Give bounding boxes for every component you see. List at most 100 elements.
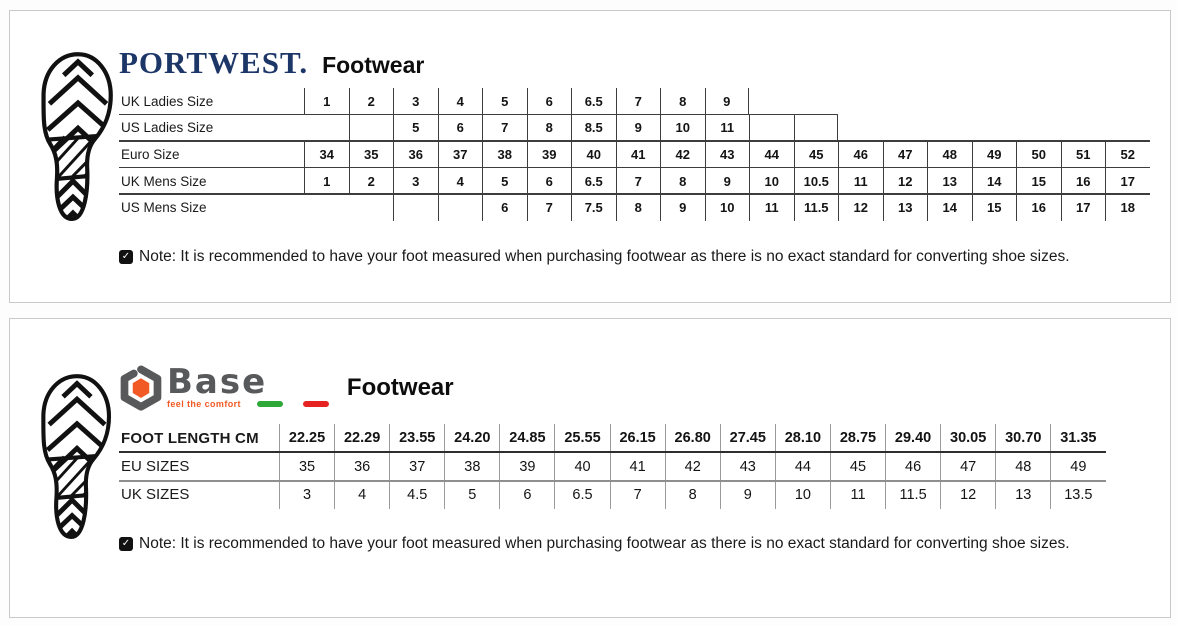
table-divider (119, 140, 1150, 142)
size-cell: 8.5 (571, 114, 616, 142)
size-cell: 6 (482, 194, 527, 221)
size-cell: 9 (704, 167, 750, 195)
size-cell: 5 (482, 167, 527, 195)
size-cell: 44 (749, 141, 794, 168)
size-cell: 35 (279, 452, 334, 481)
size-cell: 8 (664, 480, 720, 510)
size-cell: 47 (940, 452, 995, 481)
portwest-logo: PORTWEST. (119, 45, 309, 80)
portwest-size-table: UK Ladies Size 1 2 3 4 5 6 6.5 7 8 9 US Ladies Size… (119, 88, 1150, 221)
size-cell: 45 (829, 452, 885, 481)
table-row: FOOT LENGTH CM 22.25 22.29 23.55 24.20 24.85 2… (119, 424, 1177, 453)
size-cell: 46 (838, 141, 883, 168)
size-cell (393, 194, 438, 221)
size-cell (437, 194, 483, 221)
size-cell: 31.35 (1050, 424, 1105, 453)
size-cell: 6.5 (571, 167, 616, 195)
size-cell: 49 (971, 141, 1017, 168)
size-cell: 8 (615, 194, 661, 221)
base-size-table: FOOT LENGTH CM 22.25 22.29 23.55 24.20 24.85 2… (119, 424, 1177, 510)
boot-print-logo (36, 44, 120, 230)
note-text: Note: It is recommended to have your foo… (139, 535, 1070, 552)
note-row: ✓ Note: It is recommended to have your f… (119, 248, 1070, 266)
size-cell: 23.55 (389, 424, 444, 453)
size-cell (793, 114, 838, 142)
size-cell: 50 (1016, 141, 1061, 168)
size-cell: 34 (304, 141, 349, 168)
footwear-title: Footwear (322, 52, 425, 78)
table-divider (119, 113, 838, 116)
size-cell: 46 (885, 452, 940, 481)
base-wordmark-block: Base feel the comfort (167, 361, 329, 410)
size-cell: 30.05 (940, 424, 995, 453)
size-cell: 11 (829, 480, 885, 510)
base-tagline: feel the comfort (167, 399, 241, 410)
size-cell: 41 (615, 141, 661, 168)
size-cell: 4 (334, 480, 389, 510)
size-cell: 7.5 (571, 194, 616, 221)
size-cell: 25.55 (554, 424, 609, 453)
row-label: US Mens Size (121, 200, 207, 216)
size-cell: 40 (554, 452, 609, 481)
size-cell: 10 (774, 480, 830, 510)
size-cell: 1 (304, 167, 349, 195)
size-cell: 8 (526, 114, 572, 142)
table-row: UK SIZES 3 4 4.5 5 6 6.5 7 8 9 10 11 11.5 12 13 13.5 (119, 480, 1177, 510)
size-cell: 43 (704, 141, 750, 168)
size-cell: 2 (348, 167, 394, 195)
size-cell: 28.10 (774, 424, 830, 453)
size-cell: 18 (1105, 194, 1150, 221)
size-cell: 9 (660, 194, 705, 221)
green-bar-icon (256, 401, 283, 408)
size-cell: 11 (838, 167, 883, 195)
size-cell: 17 (1105, 167, 1150, 195)
size-cell: 26.15 (609, 424, 665, 453)
size-cell: 10 (749, 167, 794, 195)
table-row: EU SIZES 35 36 37 38 39 40 41 42 43 44 45 46 47 48 49 (119, 452, 1177, 481)
size-cell: 2 (348, 88, 394, 115)
size-cell: 42 (660, 141, 705, 168)
row-label: Euro Size (121, 146, 180, 162)
boot-print-logo (36, 366, 118, 548)
checked-box-icon: ✓ (119, 537, 133, 551)
size-cell: 6 (526, 167, 572, 195)
size-cell: 11 (749, 194, 794, 221)
row-label: UK Mens Size (121, 173, 207, 189)
size-cell: 40 (571, 141, 616, 168)
size-cell: 24.85 (499, 424, 554, 453)
table-divider (119, 166, 1150, 169)
size-cell: 13.5 (1050, 480, 1105, 510)
size-cell: 22.25 (279, 424, 334, 453)
row-label: EU SIZES (121, 458, 190, 476)
red-bar-icon (302, 401, 329, 408)
portwest-brand-row: PORTWEST. Footwear (119, 47, 424, 78)
size-cell: 7 (615, 167, 661, 195)
base-logo: Base (167, 361, 268, 402)
size-cell: 12 (838, 194, 883, 221)
size-cell: 51 (1060, 141, 1106, 168)
size-cell: 22.29 (334, 424, 389, 453)
size-cell: 15 (1016, 167, 1061, 195)
size-cell: 11.5 (885, 480, 940, 510)
footwear-title: Footwear (346, 374, 454, 401)
size-cell (304, 115, 349, 142)
size-cell: 10.5 (793, 167, 839, 195)
size-cell: 45 (793, 141, 839, 168)
size-cell: 3 (393, 167, 438, 195)
hex-nut-icon (119, 365, 163, 411)
size-cell: 8 (660, 167, 705, 195)
size-cell: 37 (437, 141, 483, 168)
note-text: Note: It is recommended to have your foo… (139, 248, 1070, 265)
table-row: UK Mens Size 1 2 3 4 5 6 6.5 7 8 9 10 10.5 11 12 13 14 15… (119, 167, 1150, 195)
size-cell: 38 (482, 141, 527, 168)
size-cell: 15 (971, 194, 1017, 221)
size-cell: 12 (940, 480, 995, 510)
size-cell: 10 (704, 194, 750, 221)
size-cell: 16 (1060, 167, 1106, 195)
table-divider (119, 193, 1150, 195)
size-cell: 42 (664, 452, 720, 481)
row-label: UK Ladies Size (121, 93, 214, 109)
table-row: UK Ladies Size 1 2 3 4 5 6 6.5 7 8 9 (119, 88, 1150, 115)
table-divider (119, 451, 1106, 454)
